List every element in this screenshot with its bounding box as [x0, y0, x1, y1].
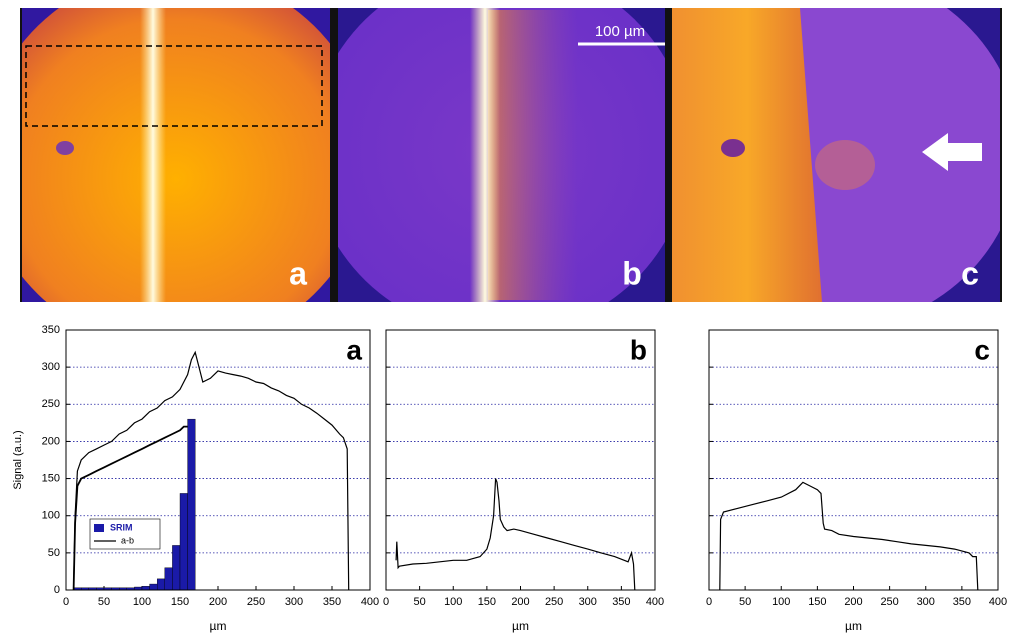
scale-bar-label: 100 µm	[595, 23, 645, 40]
plot-frame	[708, 329, 999, 591]
x-axis-label: µm	[210, 619, 227, 633]
x-tick-label: 300	[285, 596, 303, 608]
panel-letter: b	[630, 334, 647, 365]
image-c	[672, 8, 1000, 302]
line	[72, 425, 188, 591]
panel-letter: c	[974, 334, 990, 365]
x-axis-label: µm	[512, 619, 529, 633]
x-tick-label: 350	[612, 596, 630, 608]
histogram-bar	[164, 567, 173, 591]
plot-frame	[65, 329, 371, 591]
x-tick-label: 200	[511, 596, 529, 608]
x-tick-label: 100	[772, 596, 790, 608]
y-tick-label: 300	[42, 361, 60, 373]
x-tick-label: 0	[383, 596, 389, 608]
y-tick-label: 0	[54, 584, 60, 596]
image-b	[338, 8, 665, 302]
y-tick-label: 250	[42, 398, 60, 410]
x-tick-label: 50	[414, 596, 426, 608]
y-tick-label: 200	[42, 435, 60, 447]
legend-label: a-b	[121, 535, 134, 545]
x-tick-label: 250	[880, 596, 898, 608]
image-label: a	[289, 255, 307, 291]
x-tick-label: 400	[646, 596, 664, 608]
line	[719, 481, 979, 591]
legend-label: SRIM	[110, 522, 133, 532]
histogram-bar	[141, 586, 150, 591]
y-tick-label: 100	[42, 510, 60, 522]
line	[395, 478, 636, 591]
y-tick-label: 50	[48, 547, 60, 559]
x-tick-label: 0	[63, 596, 69, 608]
x-tick-label: 400	[989, 596, 1007, 608]
legend-swatch	[94, 524, 104, 532]
x-tick-label: 50	[739, 596, 751, 608]
histogram-bar	[156, 578, 165, 591]
x-tick-label: 350	[323, 596, 341, 608]
x-tick-label: 200	[844, 596, 862, 608]
x-tick-label: 300	[917, 596, 935, 608]
image-label: c	[961, 255, 979, 291]
y-axis-label: Signal (a.u.)	[12, 430, 24, 489]
x-tick-label: 150	[478, 596, 496, 608]
histogram-bar	[179, 493, 188, 591]
image-label: b	[622, 255, 642, 291]
x-tick-label: 50	[98, 596, 110, 608]
image-a	[22, 8, 330, 302]
x-axis-label: µm	[845, 619, 862, 633]
y-tick-label: 350	[42, 324, 60, 336]
plot-frame	[385, 329, 656, 591]
x-tick-label: 250	[247, 596, 265, 608]
y-tick-label: 150	[42, 472, 60, 484]
x-tick-label: 250	[545, 596, 563, 608]
x-tick-label: 200	[209, 596, 227, 608]
panel-letter: a	[346, 334, 362, 365]
histogram-bar	[187, 418, 196, 591]
x-tick-label: 100	[444, 596, 462, 608]
x-tick-label: 300	[579, 596, 597, 608]
x-tick-label: 150	[808, 596, 826, 608]
histogram-bar	[149, 583, 158, 591]
x-tick-label: 100	[133, 596, 151, 608]
x-tick-label: 150	[171, 596, 189, 608]
x-tick-label: 400	[361, 596, 379, 608]
histogram-bar	[172, 545, 181, 591]
x-tick-label: 0	[706, 596, 712, 608]
line	[73, 350, 350, 591]
x-tick-label: 350	[953, 596, 971, 608]
